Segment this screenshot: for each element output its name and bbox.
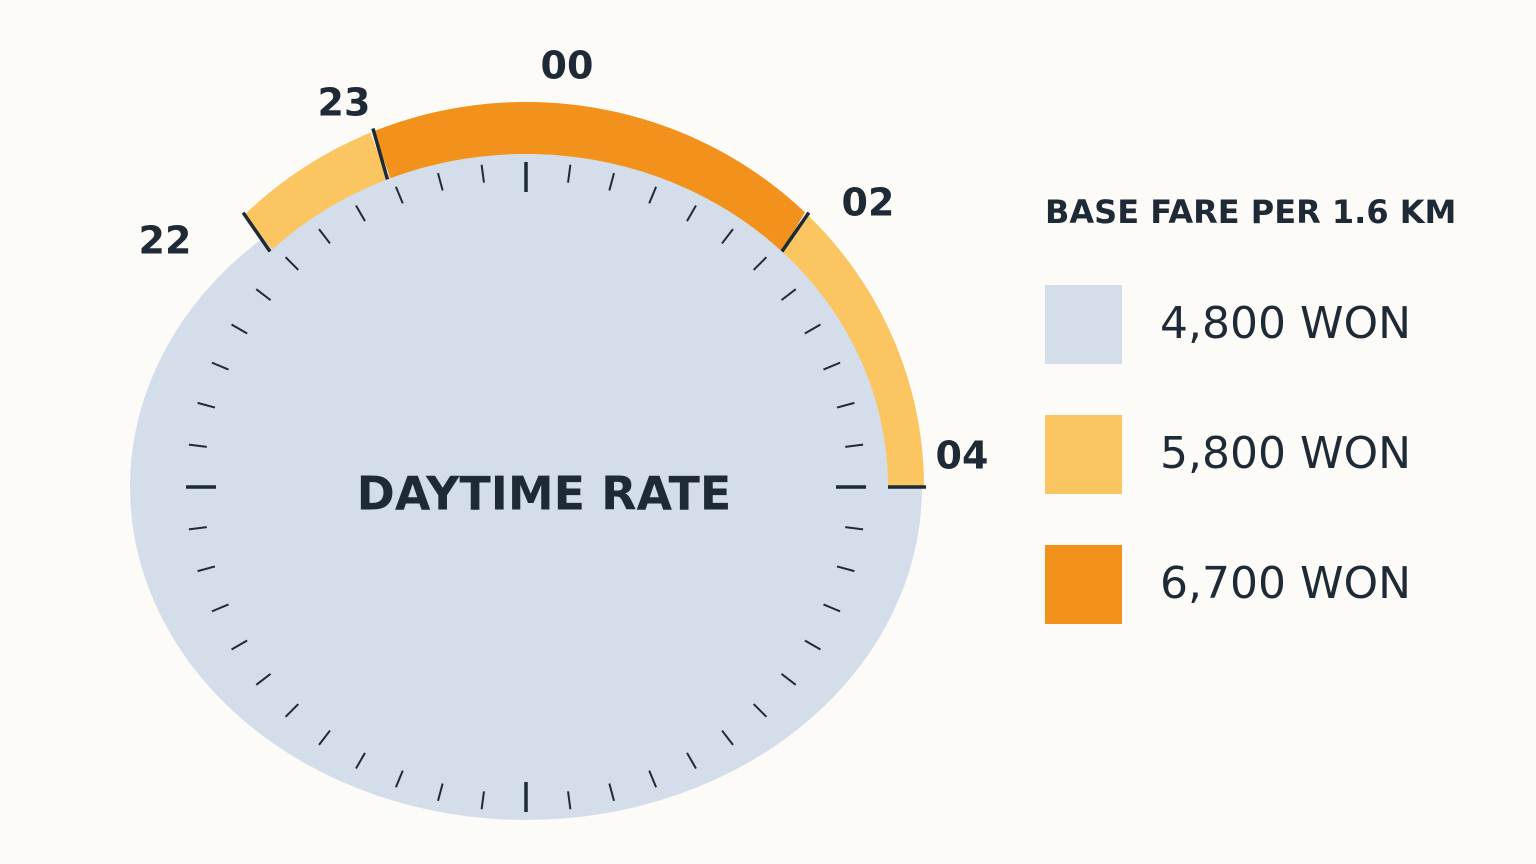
dial-tick	[355, 205, 366, 222]
dial-tick	[394, 186, 404, 204]
dial-tick	[686, 752, 697, 769]
legend-label: 4,800 WON	[1160, 298, 1411, 349]
dial-tick	[780, 288, 797, 301]
dial-tick	[567, 164, 572, 183]
legend-swatch	[1045, 415, 1122, 494]
dial-tick	[721, 729, 734, 746]
dial-tick	[394, 770, 404, 788]
dial-tick	[480, 791, 485, 810]
dial-tick	[211, 603, 229, 613]
dial-tick	[284, 703, 300, 718]
center-label: DAYTIME RATE	[357, 467, 732, 521]
dial-tick	[608, 783, 615, 802]
dial-tick	[608, 172, 615, 191]
dial-tick	[804, 323, 821, 335]
legend-title: BASE FARE PER 1.6 KM	[1045, 193, 1456, 231]
hour-label: 23	[318, 81, 371, 125]
dial-tick	[231, 323, 248, 335]
dial-tick	[567, 791, 572, 810]
dial-tick	[845, 526, 864, 531]
dial-tick	[437, 172, 444, 191]
dial-tick	[437, 783, 444, 802]
rate-band	[373, 102, 805, 252]
dial-tick	[780, 673, 797, 686]
dial-tick	[211, 361, 229, 371]
legend-label: 6,700 WON	[1160, 558, 1411, 609]
dial-tick	[752, 256, 768, 271]
dial-tick	[648, 186, 658, 204]
dial-tick	[752, 703, 768, 718]
dial-tick	[804, 639, 821, 651]
dial-tick	[284, 256, 300, 271]
dial-tick	[823, 603, 841, 613]
dial-tick	[823, 361, 841, 371]
legend-swatch	[1045, 545, 1122, 624]
dial-tick	[480, 164, 485, 183]
dial-tick	[836, 401, 855, 409]
dial-tick	[255, 673, 272, 686]
dial-tick	[355, 752, 366, 769]
hour-label: 02	[842, 181, 895, 225]
dial	[130, 102, 926, 820]
rate-band	[244, 132, 388, 250]
dial-face	[130, 154, 922, 820]
dial-tick	[255, 288, 272, 301]
dial-tick	[188, 443, 207, 448]
dial-tick	[648, 770, 658, 788]
dial-tick	[318, 729, 331, 746]
dial-tick	[686, 205, 697, 222]
dial-tick	[197, 565, 216, 573]
boundary-marker	[780, 211, 811, 253]
hour-label: 04	[936, 434, 989, 478]
dial-tick	[231, 639, 248, 651]
dial-tick	[721, 228, 734, 245]
dial-tick	[188, 526, 207, 531]
hour-label: 00	[541, 44, 594, 88]
rate-band	[781, 214, 924, 487]
boundary-marker	[241, 211, 272, 253]
hour-label: 22	[139, 219, 192, 263]
legend-label: 5,800 WON	[1160, 428, 1411, 479]
dial-tick	[197, 401, 216, 409]
legend-swatch	[1045, 285, 1122, 364]
dial-tick	[318, 228, 331, 245]
dial-tick	[836, 565, 855, 573]
boundary-marker	[371, 128, 390, 180]
dial-tick	[845, 443, 864, 448]
legend: 4,800 WON 5,800 WON 6,700 WON	[1045, 285, 1411, 624]
